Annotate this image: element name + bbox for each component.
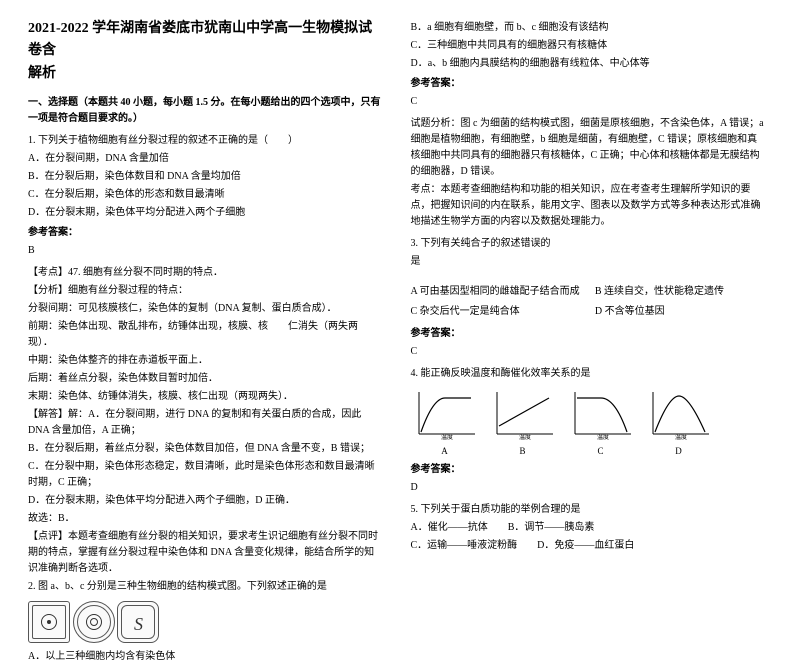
q4-answer: D (411, 480, 766, 496)
q3-answer-label: 参考答案： (411, 326, 766, 342)
q2-opt-A: A．以上三种细胞内均含有染色体 (28, 649, 383, 665)
q2-opt-D: D．a、b 细胞内具膜结构的细胞器有线粒体、中心体等 (411, 56, 766, 72)
q4-chart-D: 温度 (645, 388, 713, 440)
q2-figure-row: S (28, 601, 383, 643)
q1-exp-13: 【点评】本题考查细胞有丝分裂的相关知识，要求考生识记细胞有丝分裂不同时期的特点，… (28, 529, 383, 577)
q3-opt-B: B 连续自交，性状能稳定遗传 (595, 284, 765, 300)
q1-exp-5: 中期：染色体整齐的排在赤道板平面上． (28, 353, 383, 369)
q4-lbl-A: A (411, 444, 479, 458)
q1-exp-2: 【分析】细胞有丝分裂过程的特点： (28, 283, 383, 299)
q2-answer-label: 参考答案： (411, 76, 766, 92)
section-1-heading: 一、选择题（本题共 40 小题，每小题 1.5 分。在每小题给出的四个选项中，只… (28, 95, 383, 127)
svg-text:温度: 温度 (674, 433, 686, 440)
q3-row2: C 杂交后代一定是纯合体 D 不含等位基因 (411, 302, 766, 322)
left-column: 2021-2022 学年湖南省娄底市犹南山中学高一生物模拟试卷含 解析 一、选择… (28, 18, 383, 543)
q3-answer: C (411, 344, 766, 360)
q2-exp-2: 考点：本题考查细胞结构和功能的相关知识，应在考查考生理解所学知识的要点，把握知识… (411, 182, 766, 230)
cell-diagram-c: S (117, 601, 159, 643)
q3-row1: A 可由基因型相同的雌雄配子结合而成 B 连续自交，性状能稳定遗传 (411, 282, 766, 302)
q4-answer-label: 参考答案： (411, 462, 766, 478)
q1-exp-3: 分裂间期：可见核膜核仁，染色体的复制（DNA 复制、蛋白质合成）． (28, 301, 383, 317)
q2-opt-B: B．a 细胞有细胞壁，而 b、c 细胞没有该结构 (411, 20, 766, 36)
right-column: B．a 细胞有细胞壁，而 b、c 细胞没有该结构 C．三种细胞中共同具有的细胞器… (411, 18, 766, 543)
q4-lbl-C: C (567, 444, 635, 458)
q1-exp-4: 前期：染色体出现、散乱排布，纺锤体出现，核膜、核 仁消失（两失两现）． (28, 319, 383, 351)
q4-chart-A: 温度 (411, 388, 479, 440)
q1-exp-10: C．在分裂中期，染色体形态稳定，数目清晰，此时是染色体形态和数目最清晰时期，C … (28, 459, 383, 491)
exam-title-line1: 2021-2022 学年湖南省娄底市犹南山中学高一生物模拟试卷含 (28, 21, 372, 58)
q5-opt-CD: C．运输——唾液淀粉酶 D．免疫——血红蛋白 (411, 538, 766, 554)
q1-stem: 1. 下列关于植物细胞有丝分裂过程的叙述不正确的是（ ） (28, 133, 383, 149)
q1-exp-11: D．在分裂末期，染色体平均分配进入两个子细胞，D 正确． (28, 493, 383, 509)
q4-lbl-D: D (645, 444, 713, 458)
svg-text:温度: 温度 (596, 433, 608, 440)
q1-opt-B: B．在分裂后期，染色体数目和 DNA 含量均加倍 (28, 169, 383, 185)
q3-stem2: 是 (411, 254, 766, 270)
cell-diagram-b (73, 601, 115, 643)
q1-exp-9: B．在分裂后期，着丝点分裂，染色体数目加倍，但 DNA 含量不变，B 错误； (28, 441, 383, 457)
q3-opt-D: D 不含等位基因 (595, 304, 765, 320)
q4-chart-C: 温度 (567, 388, 635, 440)
q1-exp-6: 后期：着丝点分裂，染色体数目暂时加倍． (28, 371, 383, 387)
exam-title: 2021-2022 学年湖南省娄底市犹南山中学高一生物模拟试卷含 解析 (28, 18, 383, 85)
q1-answer: B (28, 243, 383, 259)
q2-exp-1: 试题分析：图 c 为细菌的结构模式图，细菌是原核细胞，不含染色体，A 错误；a … (411, 116, 766, 180)
q2-opt-C: C．三种细胞中共同具有的细胞器只有核糖体 (411, 38, 766, 54)
svg-text:温度: 温度 (518, 433, 530, 440)
exam-title-line2: 解析 (28, 66, 56, 81)
q5-stem: 5. 下列关于蛋白质功能的举例合理的是 (411, 502, 766, 518)
q1-answer-label: 参考答案： (28, 225, 383, 241)
q5-opt-AB: A．催化——抗体 B．调节——胰岛素 (411, 520, 766, 536)
q4-lbl-B: B (489, 444, 557, 458)
q4-chart-B: 温度 (489, 388, 557, 440)
q2-answer: C (411, 94, 766, 110)
q1-exp-7: 末期：染色体、纺锤体消失，核膜、核仁出现（两现两失）． (28, 389, 383, 405)
q2-stem: 2. 图 a、b、c 分别是三种生物细胞的结构模式图。下列叙述正确的是 (28, 579, 383, 595)
q4-chart-labels: A B C D (411, 444, 766, 458)
q3-opt-A: A 可由基因型相同的雌雄配子结合而成 (411, 284, 581, 300)
q1-exp-1: 【考点】47. 细胞有丝分裂不同时期的特点． (28, 265, 383, 281)
cell-diagram-a (28, 601, 70, 643)
q3-opt-C: C 杂交后代一定是纯合体 (411, 304, 581, 320)
q1-exp-12: 故选：B． (28, 511, 383, 527)
q4-charts: 温度 温度 温度 温度 (411, 388, 766, 440)
q1-opt-D: D．在分裂末期，染色体平均分配进入两个子细胞 (28, 205, 383, 221)
svg-text:温度: 温度 (440, 433, 452, 440)
q1-opt-C: C．在分裂后期，染色体的形态和数目最清晰 (28, 187, 383, 203)
q1-exp-8: 【解答】解：A．在分裂间期，进行 DNA 的复制和有关蛋白质的合成，因此 DNA… (28, 407, 383, 439)
q3-stem: 3. 下列有关纯合子的叙述错误的 (411, 236, 766, 252)
q4-stem: 4. 能正确反映温度和酶催化效率关系的是 (411, 366, 766, 382)
q1-opt-A: A．在分裂间期，DNA 含量加倍 (28, 151, 383, 167)
